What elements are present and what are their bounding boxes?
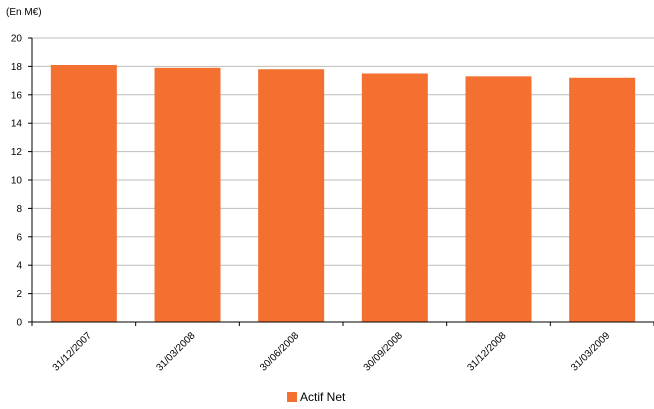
y-tick-label-0: 0 — [16, 318, 22, 329]
y-tick-label-6: 6 — [16, 232, 22, 243]
y-tick-label-2: 2 — [16, 289, 22, 300]
y-tick-label-12: 12 — [11, 147, 23, 158]
x-tick-label-31/12/2008: 31/12/2008 — [465, 330, 508, 373]
legend: Actif Net — [287, 390, 346, 404]
bar-31/03/2009 — [569, 77, 636, 322]
axes — [28, 37, 654, 326]
x-tick-label-31/03/2008: 31/03/2008 — [154, 330, 197, 373]
gridlines — [32, 37, 654, 295]
y-tick-label-16: 16 — [11, 90, 23, 101]
y-tick-label-8: 8 — [16, 204, 22, 215]
x-tick-labels: 31/12/2007 31/03/2008 30/06/2008 30/09/2008… — [51, 330, 613, 373]
x-tick-label-31/03/2009: 31/03/2009 — [569, 330, 612, 373]
y-tick-label-20: 20 — [11, 34, 23, 45]
bar-31/03/2008 — [154, 67, 221, 322]
bar-30/09/2008 — [361, 73, 428, 322]
x-tick-label-31/12/2007: 31/12/2007 — [51, 330, 94, 373]
bar-31/12/2008 — [465, 76, 532, 322]
y-tick-label-18: 18 — [11, 62, 23, 73]
x-tick-label-30/09/2008: 30/09/2008 — [362, 330, 405, 373]
y-tick-label-10: 10 — [11, 176, 23, 187]
unit-label: (En M€) — [6, 7, 42, 18]
legend-label-actif-net: Actif Net — [300, 390, 346, 404]
bar-31/12/2007 — [50, 64, 117, 322]
x-tick-label-30/06/2008: 30/06/2008 — [258, 330, 301, 373]
y-tick-label-4: 4 — [16, 261, 22, 272]
y-tick-label-14: 14 — [11, 119, 23, 130]
bars — [50, 64, 636, 323]
legend-swatch-actif-net — [287, 392, 297, 402]
bar-30/06/2008 — [258, 69, 325, 323]
y-tick-labels: 0 2 4 6 8 10 12 14 16 18 20 — [11, 34, 23, 329]
